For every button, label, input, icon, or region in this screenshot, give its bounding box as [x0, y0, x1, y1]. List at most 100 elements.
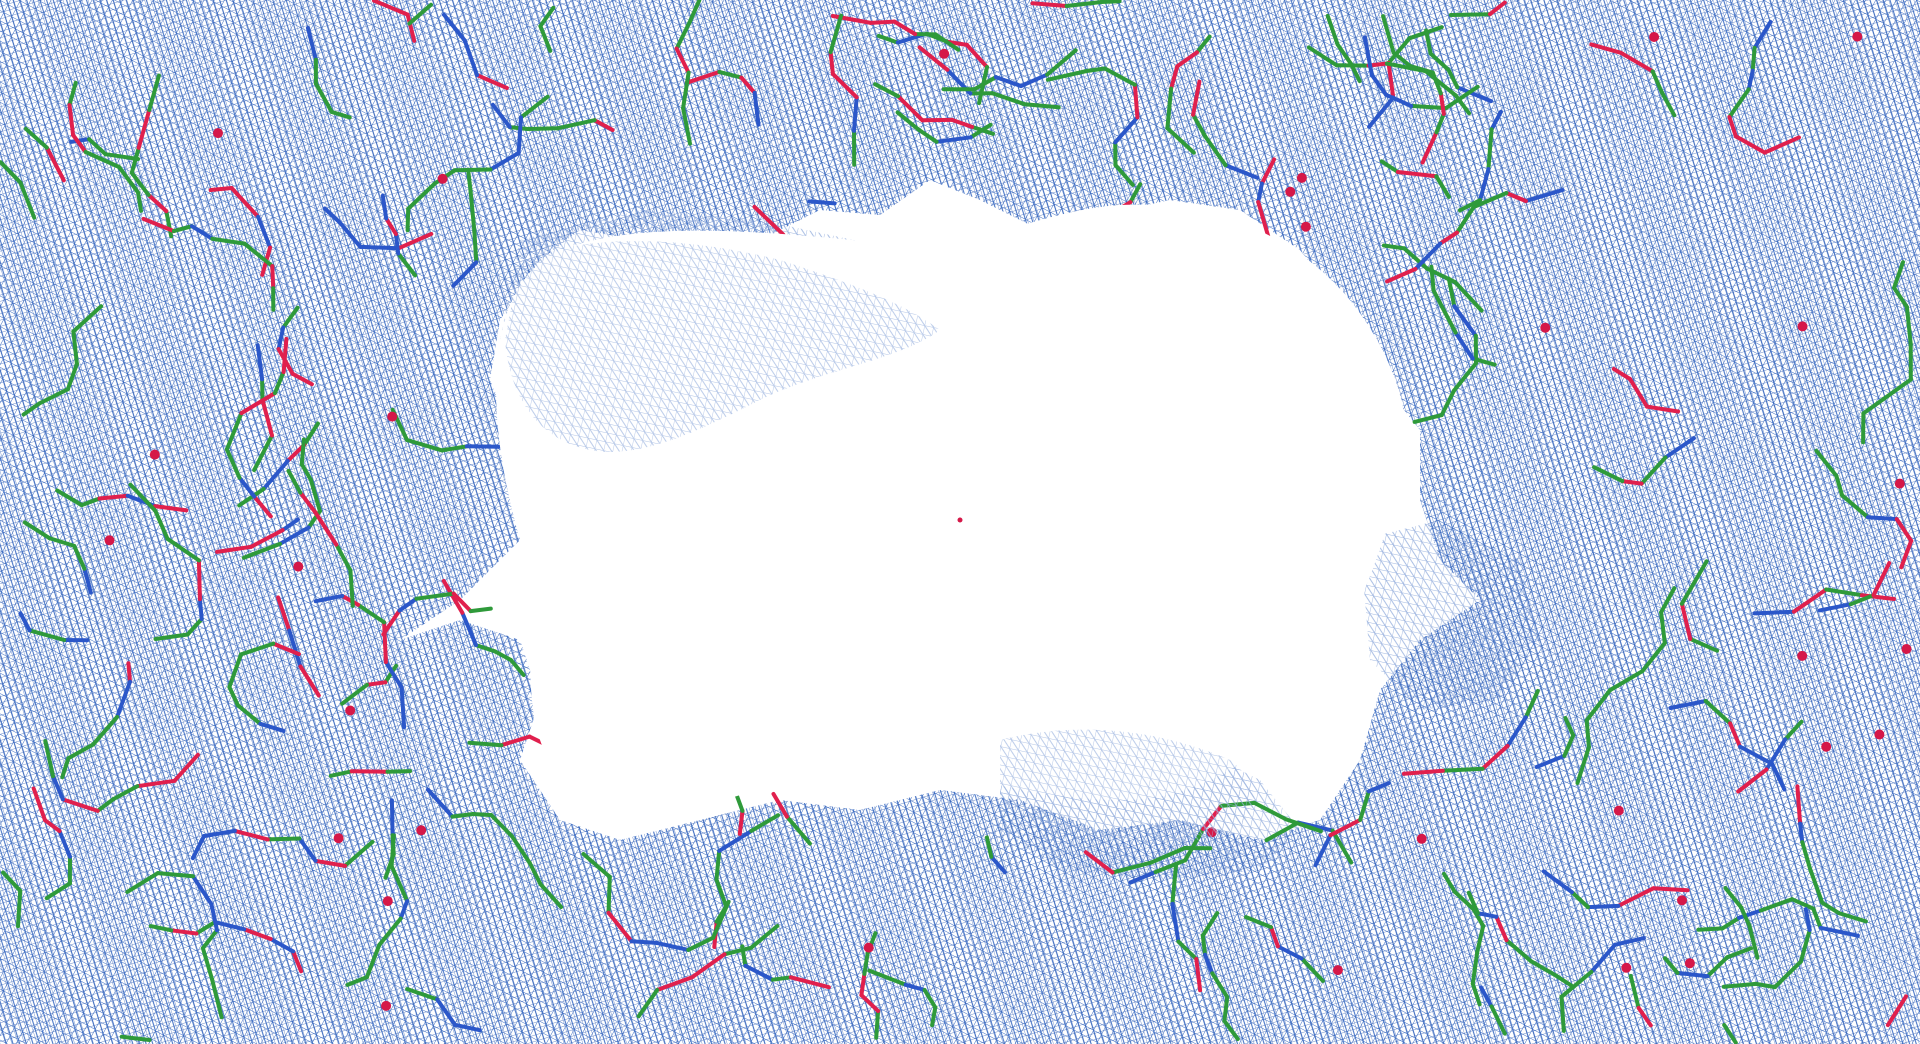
bond-stick — [1084, 66, 1107, 73]
bond-stick — [606, 910, 634, 944]
bond-stick — [1736, 767, 1769, 794]
bond-stick — [475, 73, 509, 90]
bond-stick — [1210, 971, 1230, 1000]
bond-stick — [1434, 174, 1451, 199]
bond-stick — [1442, 871, 1457, 894]
bond-stick — [1203, 952, 1215, 976]
bond-stick — [1723, 886, 1744, 910]
bond-stick — [519, 94, 550, 120]
bond-stick — [383, 663, 399, 685]
bond-stick — [125, 871, 160, 894]
bond-stick — [1401, 768, 1445, 776]
bond-stick — [1470, 356, 1497, 367]
bond-stick — [462, 38, 479, 78]
bond-stick — [364, 942, 382, 980]
water-molecule — [1540, 322, 1551, 333]
bond-stick — [1195, 34, 1212, 55]
bond-stick — [1169, 64, 1180, 91]
bond-stick — [1645, 404, 1681, 414]
bond-stick — [1256, 200, 1271, 239]
bond-stick — [460, 610, 478, 648]
bond-stick — [255, 343, 265, 382]
bond-stick — [1446, 68, 1460, 90]
bond-stick — [972, 75, 998, 92]
bond-stick — [1381, 243, 1407, 251]
bond-stick — [18, 180, 37, 220]
bond-stick — [1592, 465, 1625, 484]
bond-stick — [185, 617, 204, 637]
bond-stick — [31, 786, 47, 823]
bond-stick — [298, 490, 317, 514]
water-molecule — [1416, 833, 1427, 844]
bond-stick — [1663, 436, 1696, 460]
bond-stick — [1148, 846, 1187, 865]
bond-stick — [499, 734, 532, 748]
bond-stick — [16, 888, 23, 929]
bond-stick — [874, 1009, 881, 1040]
bond-stick — [191, 874, 214, 907]
bond-stick — [1348, 61, 1362, 84]
bond-stick — [903, 982, 927, 992]
bond-stick — [299, 462, 313, 482]
bond-stick — [440, 444, 469, 453]
bond-stick — [687, 0, 702, 25]
bond-stick — [189, 224, 215, 241]
bond-stick — [313, 593, 345, 604]
bond-stick — [749, 813, 781, 833]
bond-stick — [287, 628, 303, 669]
bond-stick — [1153, 858, 1188, 874]
bond-stick — [171, 224, 194, 234]
bond-stick — [1504, 938, 1533, 964]
bond-stick — [1651, 886, 1690, 893]
bond-stick — [930, 1005, 938, 1028]
bond-stick — [18, 611, 32, 633]
bond-stick — [224, 447, 242, 480]
bond-stick — [239, 641, 276, 657]
bond-stick — [1328, 817, 1363, 838]
bond-stick — [405, 206, 411, 233]
bond-stick — [97, 493, 130, 501]
water-molecule — [1821, 741, 1832, 752]
bond-stick — [1814, 448, 1839, 478]
bond-stick — [1030, 1, 1069, 8]
bond-stick — [27, 628, 67, 642]
bond-stick — [538, 882, 564, 909]
bond-stick — [227, 685, 240, 708]
bond-stick — [1523, 188, 1565, 204]
bond-stick — [1746, 68, 1755, 92]
water-molecule — [1332, 965, 1343, 976]
bond-stick — [1428, 51, 1451, 72]
bond-stick — [950, 117, 975, 129]
bond-stick — [1861, 396, 1887, 416]
bond-stick — [538, 5, 556, 29]
bond-stick — [1128, 182, 1143, 205]
bond-stick — [1824, 587, 1864, 598]
bond-stick — [690, 952, 727, 980]
bond-stick — [922, 988, 938, 1010]
bond-stick — [71, 133, 88, 154]
water-molecule — [1621, 962, 1632, 973]
bond-stick — [892, 19, 918, 37]
bond-stick — [82, 566, 93, 595]
bond-stick — [1739, 905, 1752, 928]
bond-stick — [1471, 191, 1509, 209]
bond-stick — [990, 91, 1027, 107]
bond-stick — [141, 216, 176, 234]
bond-stick — [1820, 900, 1841, 916]
bond-stick — [1772, 959, 1803, 990]
bond-stick — [1430, 70, 1443, 96]
bond-stick — [235, 703, 263, 726]
bond-stick — [1259, 157, 1277, 186]
bond-stick — [43, 818, 62, 833]
bond-stick — [136, 190, 143, 213]
bond-stick — [237, 475, 257, 499]
bond-stick — [1222, 1018, 1240, 1041]
bond-stick — [1412, 413, 1444, 424]
bond-stick — [1330, 828, 1354, 865]
bond-stick — [1275, 944, 1304, 961]
bond-stick — [1455, 85, 1493, 104]
bond-stick — [153, 632, 190, 641]
bond-stick — [1191, 79, 1202, 117]
